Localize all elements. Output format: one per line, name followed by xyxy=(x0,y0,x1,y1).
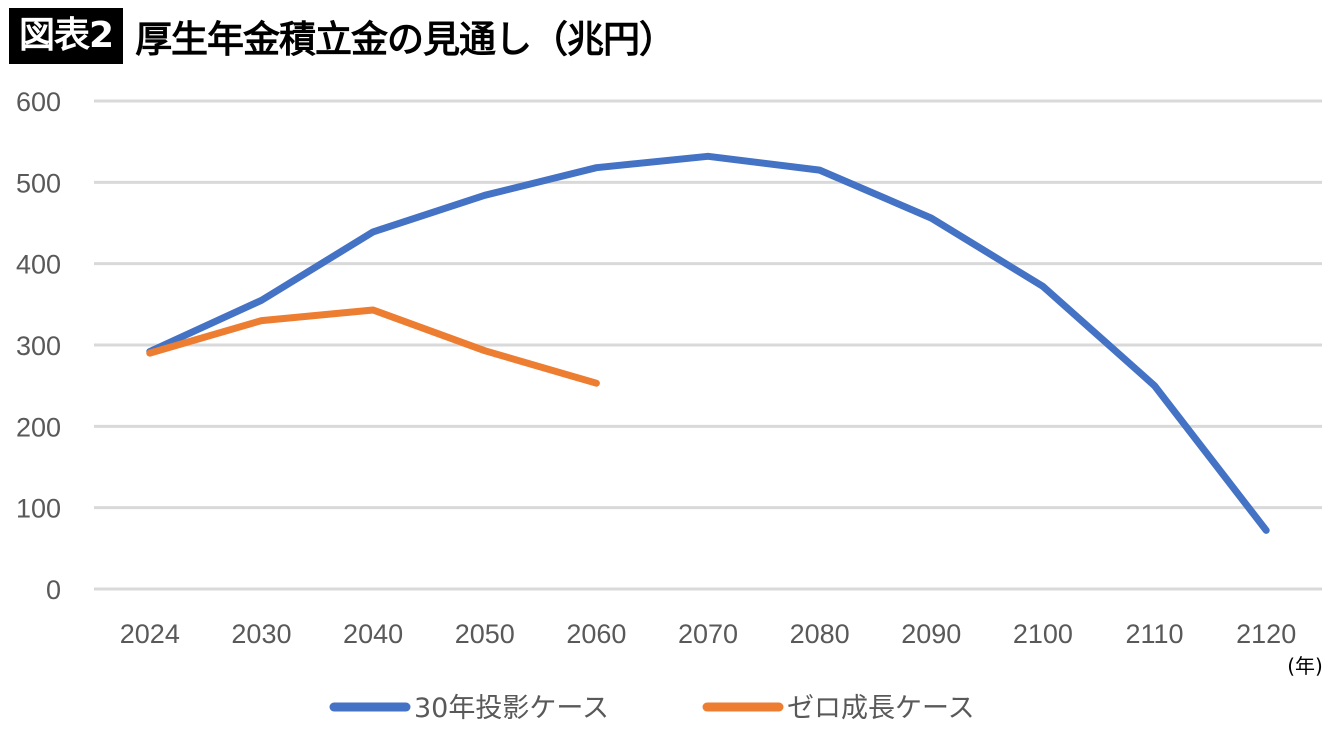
y-tick-label: 300 xyxy=(16,331,61,361)
x-tick-label: 2040 xyxy=(343,619,403,649)
x-tick-label: 2030 xyxy=(231,619,291,649)
chart-header: 図表2 厚生年金積立金の見通し（兆円） xyxy=(9,8,676,64)
x-tick-label: 2120 xyxy=(1236,619,1296,649)
figure-badge: 図表2 xyxy=(9,8,124,64)
y-axis-ticks: 0 100 200 300 400 500 600 xyxy=(16,87,61,605)
y-tick-label: 500 xyxy=(16,168,61,198)
y-tick-label: 0 xyxy=(46,575,61,605)
legend-label: 30年投影ケース xyxy=(414,693,609,724)
y-tick-label: 600 xyxy=(16,87,61,117)
legend: 30年投影ケース ゼロ成長ケース xyxy=(329,693,975,724)
x-axis-ticks: 2024 2030 2040 2050 2060 2070 2080 2090 2100 2110… xyxy=(120,619,1296,649)
legend-label: ゼロ成長ケース xyxy=(787,693,975,724)
x-tick-label: 2060 xyxy=(566,619,626,649)
x-tick-label: 2024 xyxy=(120,619,180,649)
chart-title: 厚生年金積立金の見通し（兆円） xyxy=(135,18,676,61)
x-tick-label: 2080 xyxy=(790,619,850,649)
gridlines xyxy=(94,99,1322,591)
x-tick-label: 2070 xyxy=(678,619,738,649)
y-tick-label: 100 xyxy=(16,494,61,524)
series-lines xyxy=(146,152,1270,534)
x-axis-unit-label: (年) xyxy=(1287,654,1323,678)
x-tick-label: 2110 xyxy=(1126,619,1184,649)
x-tick-label: 2100 xyxy=(1013,619,1073,649)
x-tick-label: 2090 xyxy=(901,619,961,649)
x-tick-label: 2050 xyxy=(455,619,515,649)
series-line-0 xyxy=(146,152,1270,534)
y-tick-label: 200 xyxy=(16,412,61,442)
y-tick-label: 400 xyxy=(16,250,61,280)
